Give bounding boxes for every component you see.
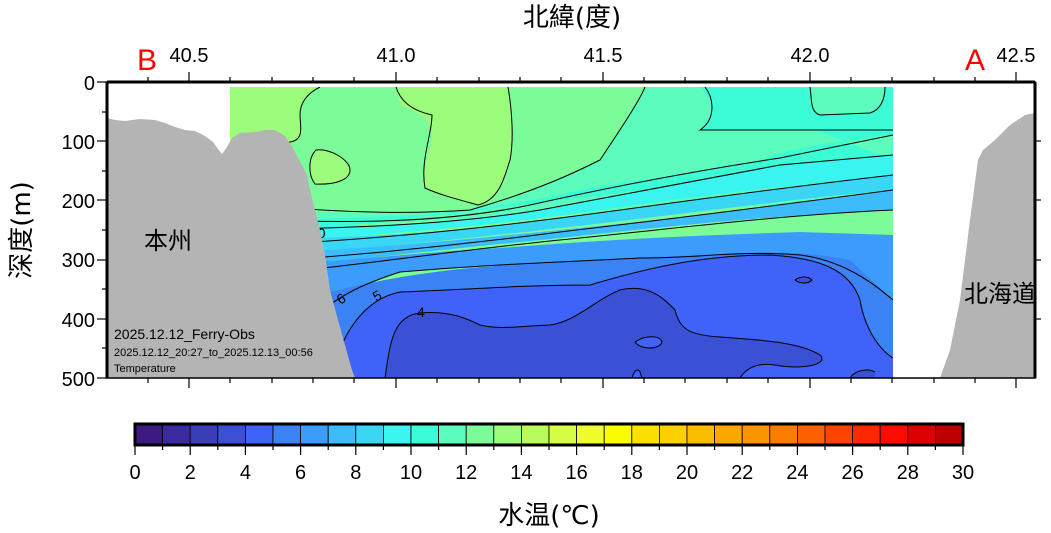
- section-marker-a: A: [965, 44, 985, 77]
- info-block: 2025.12.12_Ferry-Obs 2025.12.12_20:27_to…: [114, 326, 313, 375]
- colorbar-title: 水温(℃): [498, 501, 600, 531]
- x-tick-labels: 40.5 41.0 41.5 42.0 42.5: [170, 45, 1036, 67]
- honshu-land: [107, 118, 355, 378]
- colorbar-tick-label: 0: [129, 462, 140, 484]
- colorbar-tick-label: 12: [455, 462, 477, 484]
- colorbar-tick-label: 26: [841, 462, 863, 484]
- colorbar-tick-label: 30: [952, 462, 974, 484]
- y-axis-title: 深度(m): [7, 181, 37, 279]
- colorbar-bin: [244, 424, 274, 445]
- colorbar-bin: [521, 424, 550, 445]
- x-tick-label: 41.5: [584, 45, 623, 67]
- y-tick-labels: 0 100 200 300 400 500: [62, 73, 95, 391]
- colorbar-bin: [272, 424, 302, 445]
- y-tick-label: 400: [62, 310, 95, 332]
- y-ticks: [97, 81, 1041, 379]
- colorbar-frame: [133, 422, 965, 447]
- y-tick-label: 100: [62, 132, 95, 154]
- x-tick-label: 41.0: [377, 45, 416, 67]
- info-period: 2025.12.12_20:27_to_2025.12.13_00:56: [114, 347, 313, 359]
- info-title: 2025.12.12_Ferry-Obs: [114, 326, 255, 342]
- colorbar-bin: [327, 424, 357, 445]
- info-variable: Temperature: [114, 363, 176, 375]
- x-ticks-top: [147, 72, 1017, 82]
- contour-label: 4: [417, 304, 425, 320]
- colorbar-bin: [769, 424, 798, 445]
- x-tick-label: 40.5: [170, 45, 209, 67]
- colorbar-bin: [355, 424, 384, 445]
- colorbar-tick-label: 20: [676, 462, 698, 484]
- section-marker-b: B: [137, 44, 157, 77]
- colorbar-bin: [797, 424, 826, 445]
- colorbar-bin: [686, 424, 716, 445]
- temperature-field: [230, 87, 893, 378]
- colorbar-tick-label: 22: [731, 462, 753, 484]
- land-label-honshu: 本州: [144, 227, 192, 255]
- bathymetry-land: [107, 113, 1035, 378]
- colorbar-bin: [382, 424, 412, 445]
- colorbar-bin: [879, 424, 909, 445]
- colorbar-bin: [134, 424, 164, 445]
- colorbar-tick-label: 24: [786, 462, 808, 484]
- contour-lines: [230, 87, 893, 378]
- colorbar-bin: [852, 424, 881, 445]
- colorbar-tick-label: 28: [897, 462, 919, 484]
- colorbar-bin: [935, 424, 964, 445]
- x-tick-label: 42.5: [997, 45, 1036, 67]
- colorbar-tick-label: 16: [565, 462, 587, 484]
- y-tick-label: 500: [62, 369, 95, 391]
- colorbar-bin: [189, 424, 219, 445]
- land-label-hokkaido: 北海道: [964, 280, 1036, 308]
- x-axis-title: 北緯(度): [523, 3, 621, 33]
- colorbar-bin: [603, 424, 633, 445]
- y-tick-label: 300: [62, 250, 95, 272]
- x-tick-label: 42.0: [791, 45, 830, 67]
- y-tick-label: 200: [62, 191, 95, 213]
- colorbar-tick-labels: 0 2 4 6 8 10 12 14 16 18 20 22 24 26 28 30: [129, 462, 974, 484]
- colorbar-bin: [493, 424, 522, 445]
- colorbar-bin: [714, 424, 743, 445]
- colorbar-bin: [465, 424, 495, 445]
- colorbar-bin: [907, 424, 936, 445]
- colorbar-bin: [410, 424, 440, 445]
- colorbar-bin: [217, 424, 246, 445]
- colorbar-tick-label: 14: [510, 462, 532, 484]
- colorbar-tick-label: 18: [621, 462, 643, 484]
- colorbar-bin: [631, 424, 660, 445]
- y-tick-label: 0: [84, 73, 95, 95]
- colorbar-ticks: [134, 446, 964, 455]
- colorbar-bin: [576, 424, 605, 445]
- hokkaido-land: [940, 113, 1035, 378]
- colorbar-tick-label: 10: [400, 462, 422, 484]
- colorbar: [134, 424, 964, 445]
- x-ticks-bottom: [147, 378, 1017, 388]
- colorbar-tick-label: 2: [185, 462, 196, 484]
- colorbar-bin: [824, 424, 854, 445]
- colorbar-bin: [741, 424, 771, 445]
- colorbar-bin: [548, 424, 578, 445]
- colorbar-tick-label: 6: [295, 462, 306, 484]
- colorbar-tick-label: 8: [350, 462, 361, 484]
- colorbar-bin: [438, 424, 467, 445]
- colorbar-bin: [300, 424, 329, 445]
- colorbar-bin: [162, 424, 191, 445]
- colorbar-tick-label: 4: [240, 462, 251, 484]
- colorbar-bin: [659, 424, 688, 445]
